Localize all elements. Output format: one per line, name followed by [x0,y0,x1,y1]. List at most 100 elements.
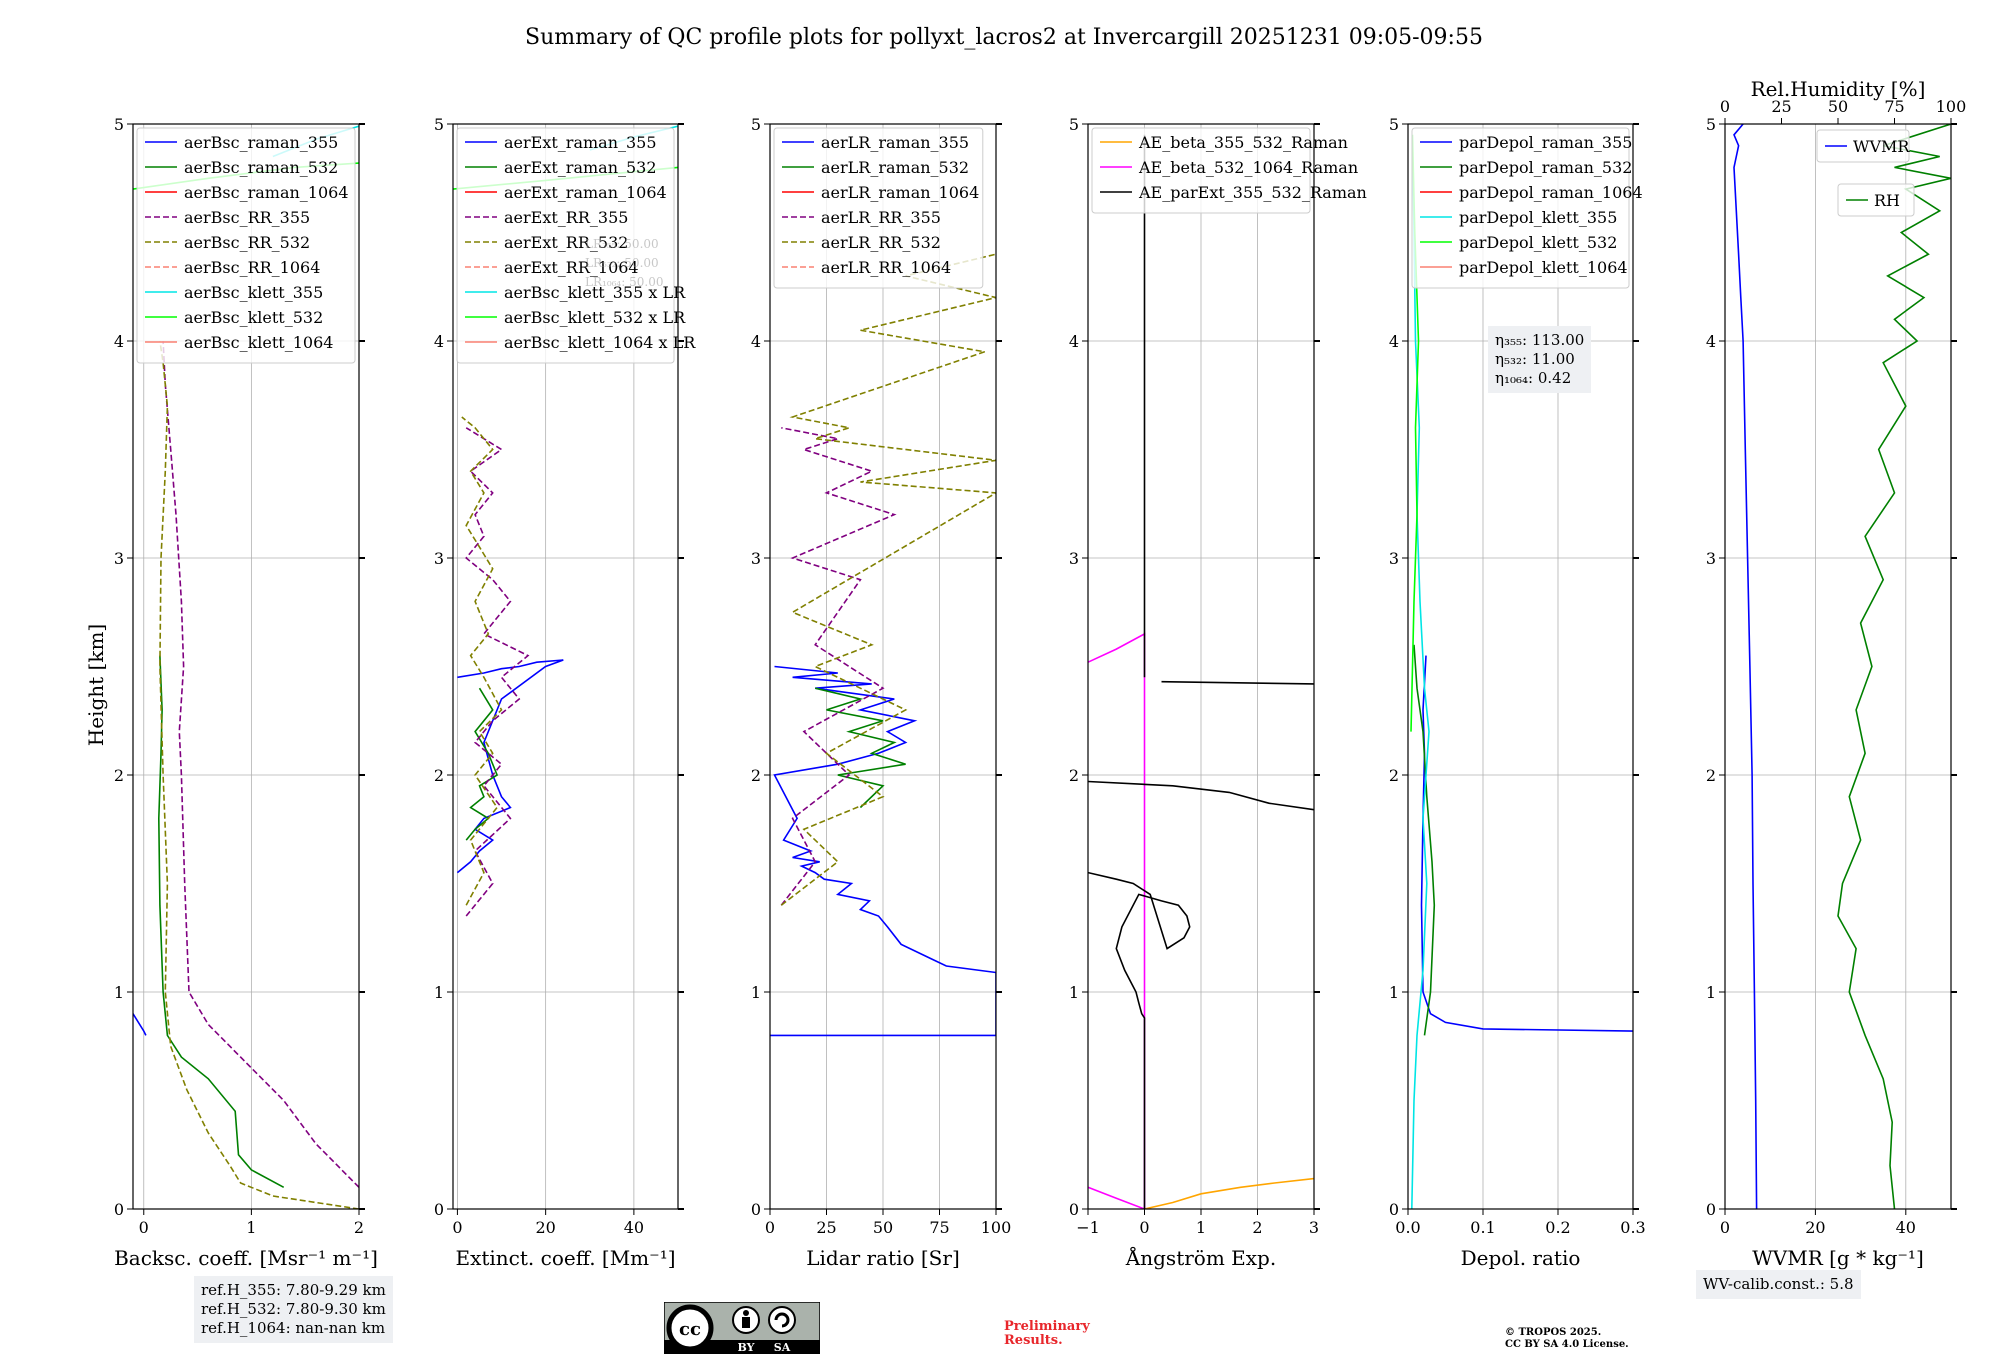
eta-info-box: η₃₅₅: 113.00 η₅₃₂: 11.00 η₁₀₆₄: 0.42 [1488,326,1592,393]
legend-entry: aerBsc_klett_532 x LR [504,308,686,327]
series-aerExt_raman_532 [465,687,499,841]
legend-entry: parDepol_klett_355 [1459,208,1617,227]
legend-entry: parDepol_raman_355 [1459,133,1632,152]
copyright-line-2: CC BY SA 4.0 License. [1505,1339,1629,1350]
x-tick-label: 0.0 [1395,1218,1420,1237]
y-tick-label: 4 [1706,332,1716,351]
x-axis-label: Extinct. coeff. [Mm⁻¹] [455,1246,675,1270]
legend: aerExt_raman_355 aerExt_raman_532 aerExt_r… [456,127,696,364]
series-AE_parExt_355_532_Raman [1161,680,1314,685]
legend-entry: AE_parExt_355_532_Raman [1138,183,1367,202]
legend-entry: aerBsc_klett_1064 [184,333,333,352]
legend-entry: aerBsc_klett_355 [184,283,323,302]
preliminary-note: Preliminary Results. [1004,1320,1090,1348]
axes-frame [132,123,360,1210]
series-RH [1837,124,1951,1209]
y-tick-label: 0 [1069,1200,1079,1219]
legend-entry: aerLR_RR_1064 [821,258,951,277]
legend-text: WVMR [1853,137,1910,156]
y-tick-label: 3 [1706,549,1716,568]
legend: aerBsc_raman_355 aerBsc_raman_532 aerBsc_r… [136,127,356,364]
x-tick-label: 0.1 [1470,1218,1495,1237]
panel-1: 0 1 2 0 1 2 3 4 5 Backsc. coeff. [Msr⁻¹ m⁻¹] aerBs… [114,115,378,1270]
refh-1064: ref.H_1064: nan-nan km [201,1319,386,1337]
x-tick-label: 2 [1252,1218,1262,1237]
legend: AE_beta_355_532_Raman AE_beta_532_1064_Ra… [1091,127,1367,214]
legend-frame [1091,127,1311,214]
wv-calib-box: WV-calib.const.: 5.8 [1696,1270,1861,1299]
y-tick-label: 0 [1706,1200,1716,1219]
top-x-tick-label: 50 [1828,97,1848,116]
cc-icon [666,1304,714,1352]
legend-entry: aerBsc_klett_1064 x LR [504,333,696,352]
y-tick-label: 1 [751,983,761,1002]
x-tick-label: 2 [354,1218,364,1237]
legend-RH: RH [1837,183,1915,217]
wv-calib-const: WV-calib.const.: 5.8 [1703,1275,1854,1293]
x-tick-label: −1 [1076,1218,1100,1237]
legend: parDepol_raman_355 parDepol_raman_532 parD… [1411,127,1643,289]
x-tick-label: 0 [452,1218,462,1237]
legend-entry: aerBsc_raman_355 [184,133,338,152]
y-tick-label: 1 [1706,983,1716,1002]
x-tick-label: 50 [873,1218,893,1237]
faint-lr-label: LR₁₀₆₄: 50.00 [585,275,663,289]
legend: aerLR_raman_355 aerLR_raman_532 aerLR_rama… [773,127,984,289]
x-axis-label: WVMR [g * kg⁻¹] [1752,1246,1924,1270]
x-tick-label: 1 [1196,1218,1206,1237]
series-aerExt_RR_532 [461,416,503,906]
legend-entry: AE_beta_532_1064_Raman [1138,158,1358,177]
preliminary-line-1: Preliminary [1004,1319,1090,1334]
panel-2: 0 20 40 0 1 2 3 4 5 Extinct. coeff. [Mm⁻¹] aerExt_… [434,115,696,1270]
legend-entry: parDepol_raman_532 [1459,158,1632,177]
legend-entry: aerBsc_klett_532 [184,308,323,327]
eta-532: η₅₃₂: 11.00 [1495,350,1575,368]
series-aerBsc_raman_355 [133,1013,147,1036]
legend-frame [1411,127,1630,289]
legend-frame [1816,129,1910,163]
y-tick-label: 4 [751,332,761,351]
legend-entry: aerBsc_RR_1064 [184,258,320,277]
y-tick-label: 1 [114,983,124,1002]
legend-entry: aerLR_raman_355 [821,133,969,152]
y-tick-label: 1 [434,983,444,1002]
sa-text: SA [774,1341,791,1354]
series-aerBsc_raman_532 [157,655,285,1189]
preliminary-line-2: Results. [1004,1333,1063,1348]
legend-entry: parDepol_klett_532 [1459,233,1617,252]
eta-355: η₃₅₅: 113.00 [1495,331,1585,349]
panel-3: 0 25 50 75 100 0 1 2 3 4 5 Lidar ratio [Sr] aerLR_ra… [751,115,1011,1270]
faint-lr-label: LR₃₅₅: 50.00 [585,237,659,251]
y-tick-label: 5 [1389,115,1399,134]
x-tick-label: 0.2 [1545,1218,1570,1237]
copyright-line-1: © TROPOS 2025. [1505,1327,1602,1338]
refh-532: ref.H_532: 7.80-9.30 km [201,1300,386,1318]
x-tick-label: 100 [981,1218,1012,1237]
x-tick-label: 20 [535,1218,555,1237]
x-tick-label: 40 [1896,1218,1916,1237]
faint-lr-label: LR₅₃₂: 50.00 [585,256,659,270]
by-text: BY [738,1341,755,1354]
series-AE_beta_532_1064_Raman [1088,632,1146,1209]
y-tick-label: 4 [1069,332,1079,351]
top-x-axis-label: Rel.Humidity [%] [1751,77,1926,101]
series-group [1410,134,1633,1209]
top-x-tick-label: 25 [1771,97,1791,116]
x-axis-label: Depol. ratio [1461,1246,1581,1270]
legend-entry: aerBsc_klett_355 x LR [504,283,686,302]
x-tick-label: 0 [1720,1218,1730,1237]
cc-by-sa-badge: cc BY SA [664,1302,820,1354]
series-group [770,253,996,1037]
y-tick-label: 4 [434,332,444,351]
y-tick-label: 2 [751,766,761,785]
figure-title: Summary of QC profile plots for pollyxt_… [525,25,1483,50]
x-tick-label: 0 [1139,1218,1149,1237]
legend-WVMR: WVMR [1816,129,1910,163]
series-aerExt_raman_355 [456,659,564,874]
sa-icon [768,1306,796,1334]
y-tick-label: 0 [751,1200,761,1219]
axes-frame [452,123,679,1210]
y-tick-label: 0 [1389,1200,1399,1219]
series-aerExt_RR_355 [465,427,530,917]
